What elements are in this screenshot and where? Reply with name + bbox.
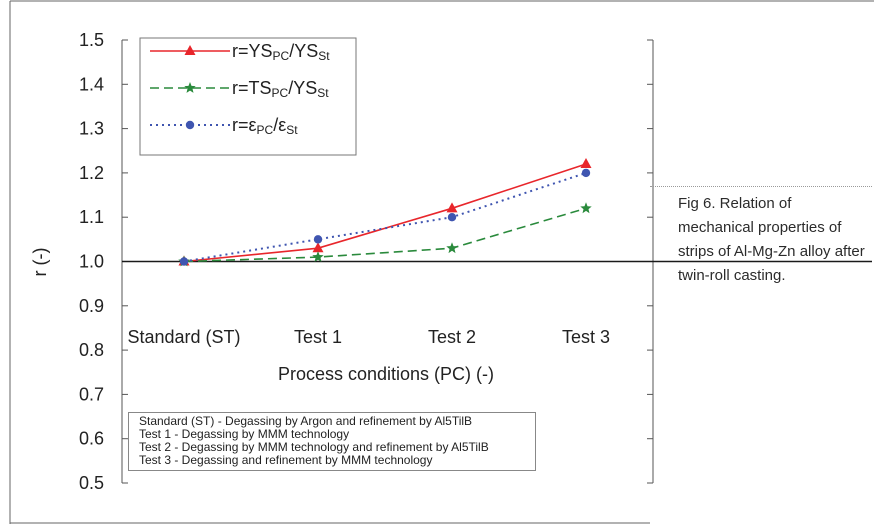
category-label: Standard (ST) [127,327,240,347]
conditions-notes: Standard (ST) - Degassing by Argon and r… [128,412,536,471]
y-tick-label: 1.2 [79,163,104,183]
x-axis-title: Process conditions (PC) (-) [278,364,494,384]
data-point [312,251,324,262]
category-label: Test 2 [428,327,476,347]
y-tick-label: 1.0 [79,252,104,272]
legend-box [139,37,357,156]
y-tick-label: 1.3 [79,119,104,139]
legend-label: r=YSPC/YSSt [232,41,330,63]
data-point [312,242,324,253]
series-line [183,207,587,263]
data-point [446,202,458,213]
legend: r=YSPC/YSSt r=TSPC/YSSt r=εPC/εSt [139,37,357,156]
y-tick-label: 0.6 [79,429,104,449]
data-point [184,45,196,55]
data-point [447,213,457,222]
note-test-1: Test 1 - Degassing by MMM technology [139,427,350,441]
y-tick-label: 0.7 [79,384,104,404]
y-tick-label: 1.1 [79,207,104,227]
note-test-2: Test 2 - Degassing by MMM technology and… [139,440,489,454]
y-axis-title: r (-) [30,248,50,277]
data-point [580,158,592,169]
data-point [185,120,195,130]
y-tick-label: 1.4 [79,74,104,94]
y-tick-label: 0.5 [79,473,104,493]
caption-divider [650,186,872,187]
data-point [179,257,189,266]
category-label: Test 1 [294,327,342,347]
note-test-3: Test 3 - Degassing and refinement by MMM… [139,453,433,467]
y-tick-label: 1.5 [79,30,104,50]
plot-area: 1.5 1.4 1.3 1.2 1.1 1.0 0.9 0.8 0.7 0.6 0.5 Standar… [79,30,872,493]
series-line [183,171,587,263]
y-tick-label: 0.8 [79,340,104,360]
data-point [313,235,323,244]
series-line [183,163,587,263]
legend-label: r=TSPC/YSSt [232,78,329,100]
data-point [580,202,592,214]
data-point [446,242,458,254]
data-point [581,168,591,178]
legend-label: r=εPC/εSt [232,115,298,137]
y-tick-label: 0.9 [79,296,104,316]
figure-caption: Fig 6. Relation of mechanical properties… [678,195,865,284]
note-standard: Standard (ST) - Degassing by Argon and r… [139,414,473,428]
data-point [184,82,196,93]
category-label: Test 3 [562,327,610,347]
